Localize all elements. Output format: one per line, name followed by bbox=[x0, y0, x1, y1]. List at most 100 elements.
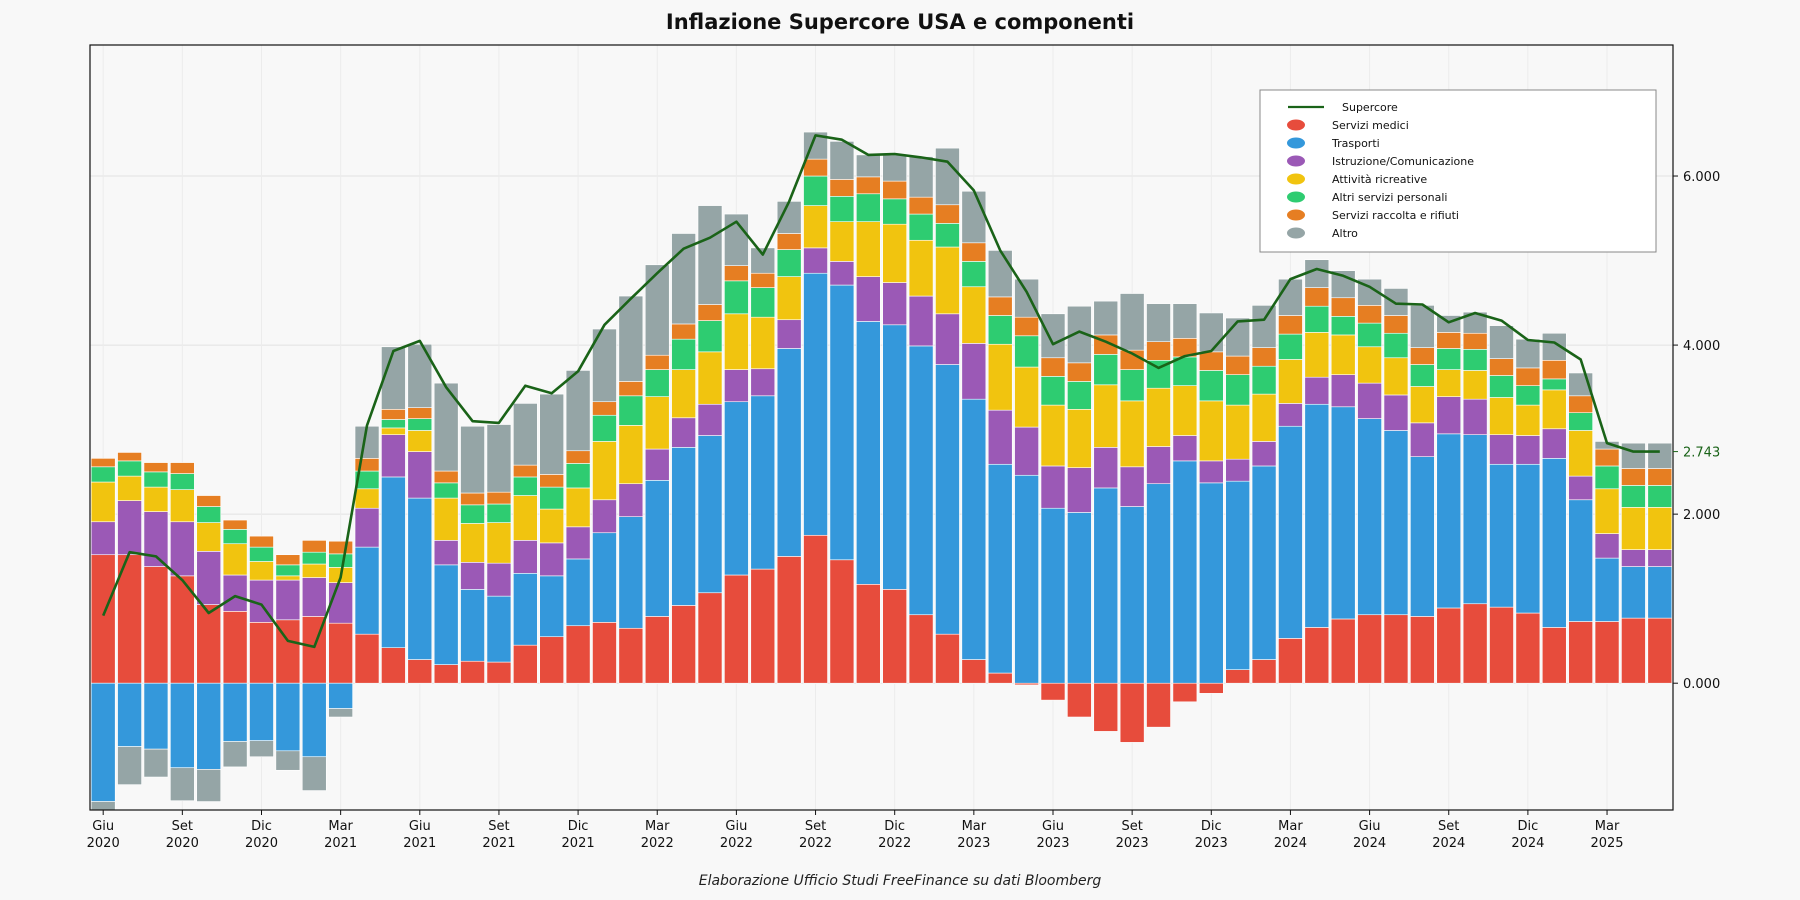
bar-segment bbox=[671, 417, 696, 448]
x-tick-label: Set bbox=[1438, 819, 1459, 834]
bar-segment bbox=[987, 315, 1013, 345]
bar-segment bbox=[724, 265, 749, 282]
bar-segment bbox=[196, 769, 222, 802]
bar-segment bbox=[829, 261, 855, 286]
bar-segment bbox=[1067, 362, 1092, 382]
x-tick-year: 2024 bbox=[1274, 836, 1307, 851]
bar-segment bbox=[776, 319, 802, 349]
bar-segment bbox=[486, 491, 512, 505]
bar-segment bbox=[935, 364, 960, 635]
bar-segment bbox=[1621, 566, 1646, 619]
bar-segment bbox=[249, 561, 274, 581]
bar-segment bbox=[724, 313, 749, 370]
x-tick-year: 2021 bbox=[482, 836, 515, 851]
x-tick-year: 2024 bbox=[1511, 836, 1544, 851]
bar-segment bbox=[539, 636, 565, 684]
bar-segment bbox=[143, 511, 169, 567]
bar-segment bbox=[671, 369, 696, 419]
bar-segment bbox=[1040, 357, 1066, 377]
bar-segment bbox=[1014, 278, 1039, 318]
bar-segment bbox=[1515, 338, 1541, 369]
bar-segment bbox=[460, 589, 485, 662]
bar-segment bbox=[644, 354, 670, 370]
bar-segment bbox=[381, 427, 406, 435]
bar-segment bbox=[433, 482, 459, 499]
x-tick-year: 2023 bbox=[1195, 836, 1228, 851]
bar-segment bbox=[618, 425, 644, 485]
bar-segment bbox=[1594, 465, 1620, 490]
bar-segment bbox=[381, 476, 406, 649]
bar-segment bbox=[1436, 396, 1462, 435]
bar-segment bbox=[143, 486, 169, 512]
bar-segment bbox=[1436, 607, 1462, 684]
bar-segment bbox=[196, 522, 222, 552]
bar-segment bbox=[1014, 474, 1039, 684]
bar-segment bbox=[222, 574, 248, 612]
x-tick-year: 2022 bbox=[720, 836, 753, 851]
chart-source: Elaborazione Ufficio Studi FreeFinance s… bbox=[698, 873, 1102, 889]
bar-segment bbox=[1462, 349, 1488, 371]
bar-segment bbox=[882, 198, 907, 225]
bar-segment bbox=[750, 568, 776, 684]
bar-segment bbox=[908, 239, 934, 297]
bar-segment bbox=[1304, 287, 1330, 307]
bar-segment bbox=[776, 276, 802, 321]
bar-segment bbox=[618, 483, 644, 517]
bar-segment bbox=[1357, 346, 1382, 384]
bar-segment bbox=[513, 476, 538, 496]
bar-segment bbox=[170, 767, 195, 802]
bar-segment bbox=[1330, 316, 1356, 336]
bar-segment bbox=[170, 521, 195, 577]
bar-segment bbox=[1093, 300, 1119, 336]
x-tick-label: Dic bbox=[1518, 819, 1539, 834]
bar-segment bbox=[90, 466, 116, 483]
y-tick-label: 4.000 bbox=[1683, 339, 1720, 354]
bar-segment bbox=[513, 464, 538, 478]
bar-segment bbox=[1647, 442, 1673, 469]
legend-label: Altri servizi personali bbox=[1332, 191, 1447, 204]
y-tick-label: 6.000 bbox=[1683, 170, 1720, 185]
bar-segment bbox=[117, 682, 142, 747]
bar-segment bbox=[354, 546, 380, 635]
bar-segment bbox=[697, 403, 723, 436]
bar-segment bbox=[513, 495, 538, 541]
bar-segment bbox=[460, 562, 485, 590]
bar-segment bbox=[1304, 627, 1330, 684]
bar-segment bbox=[196, 682, 222, 770]
bar-segment bbox=[1040, 507, 1066, 684]
bar-segment bbox=[1489, 325, 1514, 359]
bar-segment bbox=[90, 458, 116, 468]
bar-segment bbox=[1304, 259, 1330, 288]
bar-segment bbox=[1119, 466, 1145, 507]
bar-segment bbox=[170, 473, 195, 490]
bar-segment bbox=[1594, 488, 1620, 534]
bar-segment bbox=[618, 516, 644, 629]
bar-segment bbox=[1515, 435, 1541, 465]
bar-segment bbox=[1304, 305, 1330, 333]
bar-segment bbox=[671, 605, 696, 684]
bar-segment bbox=[856, 584, 881, 684]
bar-segment bbox=[1278, 359, 1303, 404]
x-tick-year: 2022 bbox=[641, 836, 674, 851]
x-tick-year: 2020 bbox=[245, 836, 278, 851]
legend-swatch bbox=[1287, 119, 1305, 131]
bar-segment bbox=[143, 566, 169, 684]
bar-segment bbox=[328, 540, 353, 555]
bar-segment bbox=[829, 179, 855, 197]
bar-segment bbox=[987, 296, 1013, 316]
bar-segment bbox=[1621, 549, 1646, 567]
bar-segment bbox=[724, 369, 749, 403]
bar-segment bbox=[803, 272, 828, 536]
bar-segment bbox=[1040, 313, 1066, 359]
bar-segment bbox=[1172, 303, 1198, 339]
bar-segment bbox=[222, 529, 248, 545]
bar-segment bbox=[460, 504, 485, 524]
bar-segment bbox=[1198, 460, 1224, 484]
bar-segment bbox=[987, 343, 1013, 411]
bar-segment bbox=[1621, 617, 1646, 684]
bar-segment bbox=[460, 660, 485, 684]
bar-segment bbox=[592, 414, 617, 442]
bar-segment bbox=[381, 409, 406, 420]
bar-segment bbox=[513, 573, 538, 646]
bar-segment bbox=[196, 495, 222, 507]
